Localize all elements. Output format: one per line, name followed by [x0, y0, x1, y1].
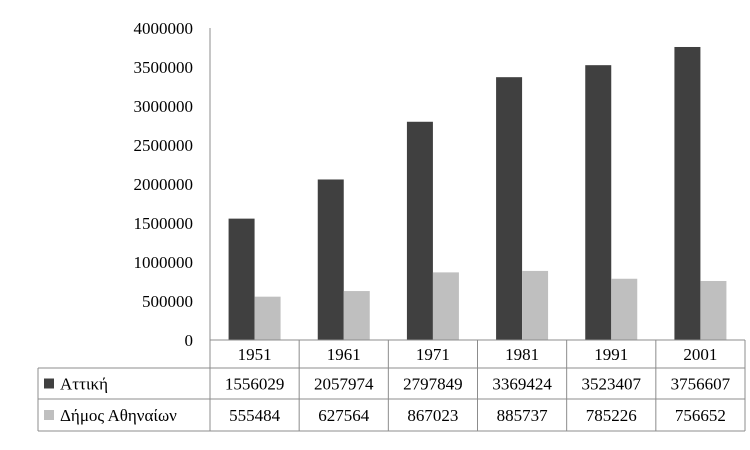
- data-label: 2057974: [314, 375, 374, 394]
- bar-attiki-1991: [585, 65, 612, 340]
- legend-swatch-0: [44, 378, 54, 389]
- y-tick-label: 1000000: [134, 253, 194, 272]
- data-label: 2797849: [403, 375, 463, 394]
- legend-label: Δήμος Αθηναίων: [60, 406, 177, 425]
- x-category-label: 2001: [683, 345, 717, 364]
- x-category-label: 1961: [327, 345, 361, 364]
- data-label: 3756607: [671, 375, 731, 394]
- bar-dimos-athinaion-1981: [522, 270, 549, 340]
- bars: [228, 46, 727, 341]
- bar-dimos-athinaion-1971: [432, 272, 459, 340]
- data-label: 756652: [675, 406, 726, 425]
- y-tick-label: 3000000: [134, 97, 194, 116]
- y-tick-label: 1500000: [134, 214, 194, 233]
- legend-label: Αττική: [60, 375, 108, 394]
- data-label: 555484: [229, 406, 281, 425]
- bar-attiki-1961: [317, 179, 344, 340]
- bar-dimos-athinaion-2001: [700, 280, 727, 340]
- y-tick-label: 4000000: [134, 19, 194, 38]
- y-tick-label: 3500000: [134, 58, 194, 77]
- y-tick-label: 500000: [142, 292, 193, 311]
- x-category-label: 1981: [505, 345, 539, 364]
- bar-attiki-2001: [674, 46, 701, 341]
- bar-dimos-athinaion-1951: [254, 296, 281, 340]
- bar-attiki-1981: [496, 77, 523, 340]
- bar-dimos-athinaion-1961: [343, 291, 370, 340]
- y-tick-label: 2000000: [134, 175, 194, 194]
- legend-swatch-1: [44, 410, 54, 420]
- data-label: 785226: [586, 406, 637, 425]
- data-label: 627564: [318, 406, 370, 425]
- x-category-label: 1991: [594, 345, 628, 364]
- data-label: 1556029: [225, 375, 285, 394]
- y-axis-tick-labels: 0 500000 1000000 1500000 2000000 2500000 30000…: [134, 19, 194, 350]
- data-label: 885737: [497, 406, 549, 425]
- bar-dimos-athinaion-1991: [611, 278, 638, 340]
- y-tick-label: 2500000: [134, 136, 194, 155]
- data-table: 1951 1961 1971 1981 1991 2001 Αττική 1556029 205…: [37, 339, 746, 432]
- bar-attiki-1951: [228, 218, 255, 340]
- y-tick-label: 0: [185, 331, 194, 350]
- data-label: 3369424: [492, 375, 552, 394]
- data-label: 3523407: [582, 375, 642, 394]
- x-category-label: 1951: [238, 345, 272, 364]
- bar-attiki-1971: [406, 121, 433, 340]
- x-category-label: 1971: [416, 345, 450, 364]
- data-label: 867023: [407, 406, 458, 425]
